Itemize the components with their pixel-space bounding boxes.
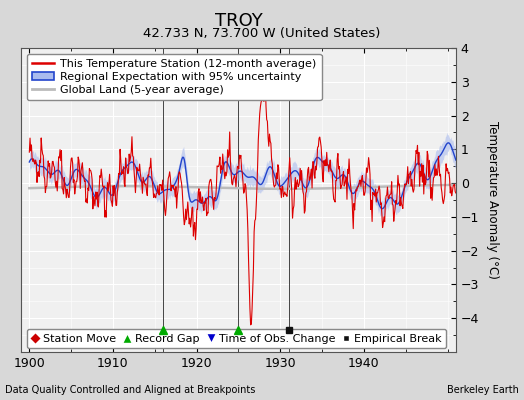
Text: Data Quality Controlled and Aligned at Breakpoints: Data Quality Controlled and Aligned at B… bbox=[5, 385, 256, 395]
Title: TROY: TROY bbox=[214, 12, 263, 30]
Y-axis label: Temperature Anomaly (°C): Temperature Anomaly (°C) bbox=[486, 121, 498, 279]
Text: 42.733 N, 73.700 W (United States): 42.733 N, 73.700 W (United States) bbox=[143, 28, 381, 40]
Text: Berkeley Earth: Berkeley Earth bbox=[447, 385, 519, 395]
Legend: Station Move, Record Gap, Time of Obs. Change, Empirical Break: Station Move, Record Gap, Time of Obs. C… bbox=[27, 329, 446, 348]
